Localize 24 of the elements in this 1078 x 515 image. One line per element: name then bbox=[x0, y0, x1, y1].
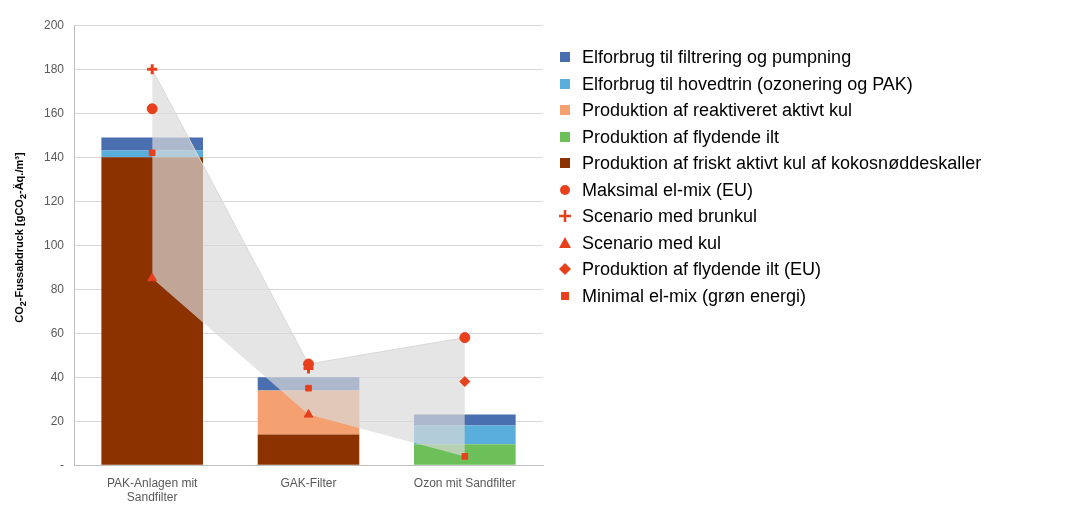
legend-label: Produktion af flydende ilt (EU) bbox=[582, 258, 822, 281]
y-tick-label: 60 bbox=[50, 325, 65, 340]
y-tick-label: 80 bbox=[50, 281, 65, 296]
legend-label: Scenario med brunkul bbox=[582, 205, 758, 228]
y-tick-label: 140 bbox=[43, 149, 65, 164]
y-tick-label: 200 bbox=[43, 17, 65, 32]
legend-label: Maksimal el-mix (EU) bbox=[582, 178, 753, 202]
legend-label: Produktion af flydende ilt bbox=[582, 125, 780, 149]
y-tick-label: 100 bbox=[43, 237, 65, 252]
x-tick-label: GAK-Filter bbox=[280, 475, 337, 490]
legend-label: Elforbrug til filtrering og pumpning bbox=[582, 46, 852, 69]
legend-label: Elforbrug til hovedtrin (ozonering og PAK) bbox=[582, 72, 913, 96]
legend-label: Scenario med kul bbox=[582, 231, 722, 255]
y-tick-label: 160 bbox=[43, 105, 65, 120]
x-tick-label: Ozon mit Sandfilter bbox=[413, 475, 516, 490]
legend-label: Produktion af friskt aktivt kul af kokosnøddeskaller bbox=[582, 152, 982, 175]
x-tick-label: PAK-Anlagen mit Sandfilter bbox=[106, 475, 199, 505]
y-tick-label: 120 bbox=[43, 193, 65, 208]
y-tick-label: 180 bbox=[43, 61, 65, 76]
y-tick-label: - bbox=[60, 457, 65, 472]
legend-label: Produktion af reaktiveret aktivt kul bbox=[582, 99, 853, 122]
legend-label: Minimal el-mix (grøn energi) bbox=[582, 284, 807, 308]
y-tick-label: 20 bbox=[50, 413, 65, 428]
y-tick-label: 40 bbox=[50, 369, 65, 384]
